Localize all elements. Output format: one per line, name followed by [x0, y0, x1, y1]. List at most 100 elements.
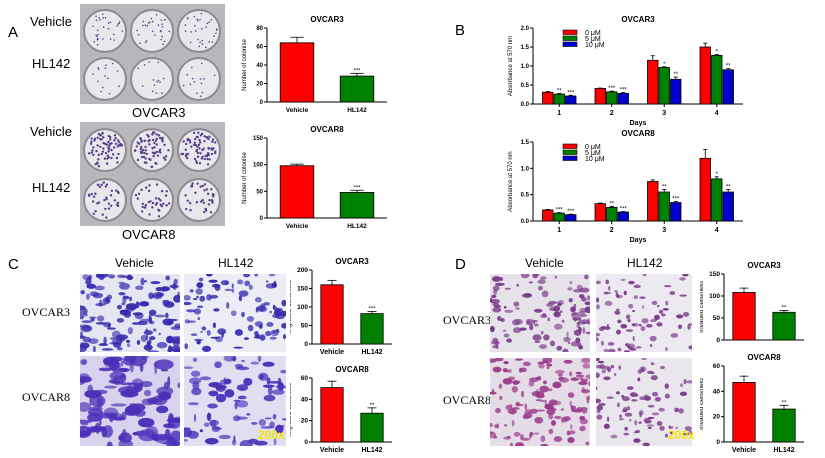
- colony: [201, 39, 203, 42]
- cell: [192, 381, 200, 390]
- colony: [107, 207, 111, 210]
- colony: [207, 147, 211, 150]
- cell: [206, 412, 212, 422]
- cell: [571, 312, 580, 319]
- cell: [641, 318, 649, 324]
- colony: [102, 17, 105, 19]
- cell: [626, 345, 631, 349]
- cell: [121, 302, 126, 306]
- cell: [556, 345, 563, 351]
- cell: [492, 285, 500, 292]
- cell: [596, 297, 600, 303]
- colony: [193, 15, 196, 18]
- cell: [115, 335, 126, 343]
- y-tick-label: 200: [297, 267, 308, 274]
- colony: [114, 136, 117, 140]
- colony: [203, 183, 207, 186]
- cell: [664, 393, 670, 399]
- cell: [638, 421, 642, 424]
- cell: [539, 385, 550, 393]
- colony: [198, 147, 201, 150]
- colony: [198, 45, 200, 48]
- colony: [207, 137, 210, 141]
- colony: [151, 30, 154, 33]
- cell: [198, 277, 204, 282]
- cell: [536, 391, 545, 397]
- cell: [572, 317, 581, 321]
- cell: [568, 297, 573, 303]
- cell: [122, 356, 136, 366]
- cell: [596, 398, 602, 404]
- colony: [155, 13, 158, 16]
- bar: [732, 382, 756, 443]
- cell: [118, 432, 132, 443]
- cell: [535, 409, 546, 412]
- cell: [248, 284, 253, 290]
- cell: [596, 409, 601, 414]
- cell: [596, 337, 600, 342]
- cell: [269, 421, 275, 429]
- bar: [670, 202, 682, 222]
- cell: [651, 412, 660, 416]
- colony: [202, 210, 206, 214]
- cell: [92, 292, 104, 299]
- cell: [656, 322, 663, 327]
- cell: [184, 438, 189, 442]
- cell: [679, 294, 688, 297]
- cell: [208, 390, 219, 397]
- colony: [92, 212, 96, 216]
- significance-marker: **: [782, 400, 787, 406]
- cell: [504, 287, 512, 290]
- colony: [99, 134, 102, 137]
- cell: [106, 441, 113, 446]
- colony: [215, 32, 217, 35]
- cell: [495, 282, 505, 286]
- y-axis-label: Absorbance at 570 nm: [508, 151, 514, 211]
- cell: [638, 324, 642, 327]
- cell: [664, 383, 669, 389]
- colony: [206, 22, 209, 25]
- cell: [492, 345, 498, 349]
- chart-invasion-ovcar8: OVCAR8 Invaded cells/field 0 20 40 60 Vehicle H…: [700, 353, 804, 454]
- colony: [157, 61, 160, 64]
- cell: [101, 348, 114, 351]
- colony: [136, 158, 140, 162]
- cell: [649, 335, 657, 342]
- colony: [116, 25, 119, 27]
- colony: [115, 203, 119, 206]
- cell: [80, 430, 91, 437]
- bar: [553, 93, 565, 105]
- cell: [154, 362, 158, 375]
- cell: [546, 302, 554, 307]
- colony: [160, 19, 163, 21]
- colony: [105, 183, 109, 186]
- cell: [145, 426, 159, 439]
- colony: [145, 152, 149, 156]
- cell: [193, 413, 196, 422]
- colony: [142, 155, 146, 159]
- colony: [149, 158, 152, 162]
- cell: [231, 283, 234, 289]
- chart-title: OVCAR3: [621, 15, 655, 24]
- cell: [133, 391, 136, 395]
- cell: [610, 434, 618, 439]
- cell: [506, 338, 513, 343]
- well: [83, 9, 127, 53]
- cell: [563, 359, 573, 364]
- colony: [144, 157, 147, 160]
- cell: [124, 405, 142, 416]
- cell: [507, 369, 512, 373]
- significance-marker: *: [716, 50, 719, 56]
- colony: [150, 17, 153, 20]
- colony: [161, 136, 164, 140]
- cell: [184, 319, 190, 324]
- colony: [195, 148, 199, 152]
- colony: [157, 197, 161, 200]
- row-label-vehicle: Vehicle: [30, 124, 72, 139]
- colony: [186, 73, 189, 76]
- chart-title: OVCAR8: [310, 125, 344, 134]
- cell: [243, 377, 253, 386]
- colony: [105, 197, 108, 201]
- cell: [197, 317, 201, 321]
